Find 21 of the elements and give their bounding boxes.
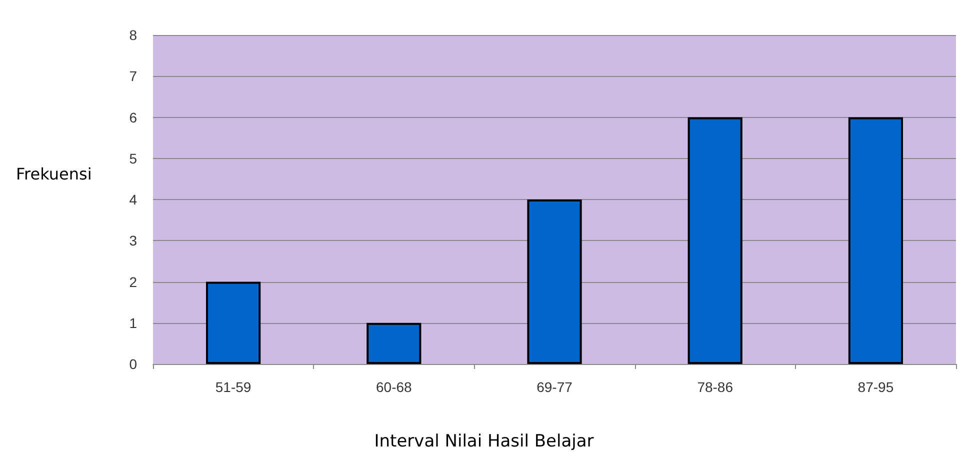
y-tick-label: 2 bbox=[129, 274, 138, 290]
y-axis-title: Frekuensi bbox=[16, 164, 92, 184]
x-tick-label: 51-59 bbox=[215, 379, 252, 395]
y-tick-label: 5 bbox=[129, 150, 138, 166]
y-tick-label: 7 bbox=[129, 68, 138, 84]
x-tick-label: 78-86 bbox=[697, 379, 734, 395]
bar bbox=[688, 117, 742, 364]
y-tick-label: 0 bbox=[129, 356, 138, 372]
y-tick-label: 8 bbox=[129, 27, 138, 43]
x-tick-label: 87-95 bbox=[858, 379, 894, 395]
x-tick-label: 60-68 bbox=[376, 379, 412, 395]
bar bbox=[206, 282, 261, 364]
bar bbox=[527, 200, 582, 364]
x-tick-label: 69-77 bbox=[536, 379, 573, 395]
y-tick-label: 1 bbox=[129, 314, 138, 331]
bar bbox=[848, 117, 903, 364]
y-tick-label: 6 bbox=[129, 109, 138, 126]
x-axis-title: Interval Nilai Hasil Belajar bbox=[374, 432, 594, 452]
y-tick-label: 4 bbox=[129, 192, 138, 208]
y-tick-label: 3 bbox=[129, 232, 138, 249]
bar bbox=[366, 322, 422, 364]
